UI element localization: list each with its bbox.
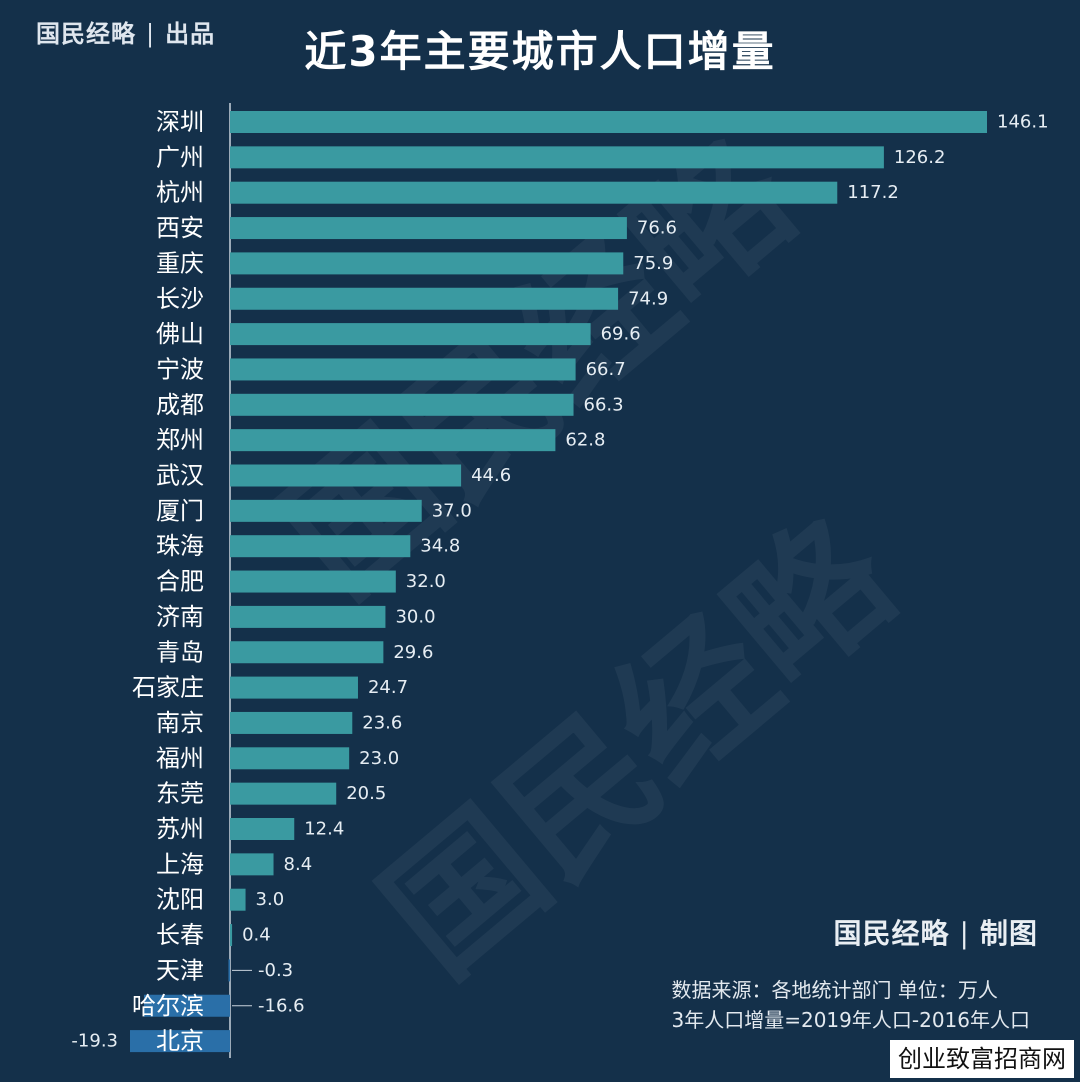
category-label-19: 东莞 (156, 780, 204, 808)
bar-11 (230, 499, 422, 522)
category-label-13: 合肥 (156, 568, 204, 596)
value-label-4: 75.9 (633, 253, 673, 274)
source-line-1: 数据来源：各地统计部门 单位：万人 (671, 978, 998, 1002)
value-label-7: 66.7 (586, 359, 626, 380)
brand-top-separator: | (146, 20, 156, 48)
value-label-19: 20.5 (346, 783, 386, 804)
category-label-9: 郑州 (156, 426, 204, 454)
category-label-14: 济南 (156, 603, 204, 631)
value-label-5: 74.9 (628, 288, 668, 309)
category-label-24: 天津 (156, 956, 204, 984)
value-label-23: 0.4 (242, 925, 271, 946)
category-label-0: 深圳 (156, 108, 204, 136)
value-label-1: 126.2 (894, 147, 946, 168)
category-label-18: 福州 (156, 744, 204, 772)
value-label-15: 29.6 (393, 642, 433, 663)
chart-title: 近3年主要城市人口增量 (304, 27, 776, 76)
bar-13 (230, 570, 396, 593)
value-label-26: -19.3 (71, 1031, 118, 1052)
bar-15 (230, 641, 384, 664)
brand-top: 国民经略 | 出品 (36, 14, 215, 49)
source-line-2: 3年人口增量=2019年人口-2016年人口 (671, 1008, 1031, 1032)
category-label-26: 北京 (156, 1027, 204, 1055)
category-label-6: 佛山 (156, 320, 204, 348)
value-label-11: 37.0 (432, 500, 472, 521)
bar-25 (143, 994, 230, 1017)
bar-19 (230, 782, 337, 805)
brand-bottom-name: 国民经略 (833, 917, 950, 950)
value-label-8: 66.3 (584, 394, 624, 415)
bar-17 (230, 711, 353, 734)
value-label-0: 146.1 (997, 112, 1049, 133)
category-label-10: 武汉 (156, 462, 204, 490)
bar-24 (228, 959, 230, 982)
category-label-11: 厦门 (156, 497, 204, 525)
bar-0 (230, 111, 987, 133)
value-label-12: 34.8 (420, 536, 460, 557)
category-label-17: 南京 (156, 709, 204, 737)
value-label-10: 44.6 (471, 465, 511, 486)
value-label-2: 117.2 (847, 182, 899, 203)
bar-6 (230, 323, 591, 346)
category-label-8: 成都 (156, 391, 204, 419)
value-label-3: 76.6 (637, 218, 677, 239)
category-label-5: 长沙 (156, 285, 204, 313)
bar-21 (230, 853, 274, 876)
value-label-16: 24.7 (368, 677, 408, 698)
source-note: 数据来源：各地统计部门 单位：万人 3年人口增量=2019年人口-2016年人口 (672, 975, 1031, 1035)
category-label-22: 沈阳 (156, 886, 204, 914)
brand-top-name: 国民经略 (36, 19, 136, 48)
brand-bottom: 国民经略 | 制图 (834, 912, 1038, 952)
category-label-15: 青岛 (156, 638, 204, 666)
value-label-24: -0.3 (258, 960, 293, 981)
value-label-21: 8.4 (284, 854, 313, 875)
brand-top-tag: 出品 (165, 19, 216, 48)
bar-20 (230, 818, 295, 840)
value-label-13: 32.0 (406, 571, 446, 592)
category-label-1: 广州 (156, 143, 204, 171)
corner-site-tag: 创业致富招商网 (890, 1040, 1074, 1078)
bar-3 (230, 217, 627, 240)
brand-bottom-tag: 制图 (979, 917, 1038, 950)
bar-7 (230, 358, 576, 381)
category-label-25: 哈尔滨 (132, 992, 204, 1020)
brand-bottom-separator: | (959, 917, 970, 950)
bar-23 (230, 924, 233, 947)
category-label-23: 长春 (156, 921, 204, 949)
category-label-21: 上海 (156, 850, 204, 878)
bar-4 (230, 252, 624, 275)
bar-12 (230, 535, 411, 558)
category-label-12: 珠海 (156, 532, 204, 560)
value-label-20: 12.4 (304, 819, 344, 840)
bar-5 (230, 287, 619, 310)
value-label-25: -16.6 (258, 995, 305, 1016)
bar-14 (230, 605, 386, 628)
bar-1 (230, 146, 884, 169)
bar-26 (129, 1030, 230, 1053)
category-label-20: 苏州 (156, 815, 204, 843)
value-label-6: 69.6 (601, 324, 641, 345)
bar-2 (230, 181, 838, 204)
bar-16 (230, 676, 358, 699)
category-label-7: 宁波 (156, 355, 204, 383)
category-label-2: 杭州 (156, 179, 204, 207)
category-label-16: 石家庄 (132, 674, 204, 702)
value-label-9: 62.8 (565, 430, 605, 451)
value-label-18: 23.0 (359, 748, 399, 769)
category-label-4: 重庆 (156, 249, 204, 277)
bar-9 (230, 429, 556, 452)
value-label-17: 23.6 (362, 712, 402, 733)
category-label-3: 西安 (156, 214, 204, 242)
bar-18 (230, 747, 350, 770)
value-label-22: 3.0 (256, 889, 285, 910)
bar-10 (230, 464, 462, 487)
value-label-14: 30.0 (395, 606, 435, 627)
bar-22 (230, 888, 246, 911)
bar-8 (230, 393, 574, 416)
